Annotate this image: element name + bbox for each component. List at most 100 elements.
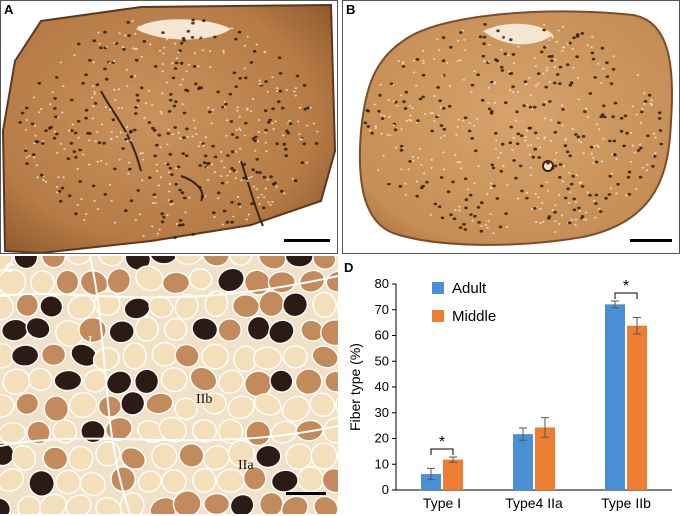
dark-fiber: [494, 58, 498, 62]
pale-fiber: [167, 199, 170, 201]
pale-fiber: [255, 188, 258, 191]
pale-fiber: [379, 83, 382, 86]
pale-fiber: [429, 213, 432, 216]
dark-fiber: [284, 147, 288, 151]
dark-fiber: [552, 81, 557, 85]
pale-fiber: [204, 136, 207, 139]
pale-fiber: [236, 106, 239, 109]
dark-fiber: [303, 107, 307, 111]
dark-fiber: [314, 142, 319, 145]
pale-fiber: [415, 84, 418, 87]
dark-fiber: [302, 142, 307, 146]
pale-fiber: [161, 63, 165, 66]
pale-fiber: [476, 117, 479, 120]
pale-fiber: [275, 185, 278, 188]
pale-fiber: [62, 85, 65, 88]
dark-fiber: [540, 50, 544, 54]
type-i-fiber: [255, 444, 282, 469]
dark-fiber: [580, 215, 585, 218]
dark-fiber: [122, 48, 126, 51]
dark-fiber: [151, 126, 155, 130]
pale-fiber: [554, 220, 557, 223]
pale-fiber: [387, 98, 390, 101]
dark-fiber: [155, 143, 159, 147]
dark-fiber: [127, 34, 131, 37]
pale-fiber: [543, 137, 546, 140]
dark-fiber: [266, 120, 271, 124]
dark-fiber: [293, 179, 298, 183]
dark-fiber: [244, 76, 248, 80]
pale-fiber: [489, 213, 492, 216]
pale-fiber: [119, 131, 123, 134]
dark-fiber: [558, 176, 562, 179]
connective-tissue-line: [0, 425, 338, 447]
dark-fiber: [452, 217, 457, 221]
pale-fiber: [246, 179, 249, 182]
dark-fiber: [173, 236, 177, 240]
pale-fiber: [159, 146, 162, 149]
pale-fiber: [652, 132, 656, 135]
dark-fiber: [278, 72, 283, 75]
dark-fiber: [583, 110, 587, 114]
pale-fiber: [545, 181, 548, 184]
pale-fiber: [193, 52, 196, 55]
pale-fiber: [586, 191, 589, 194]
pale-fiber: [199, 141, 202, 144]
dark-fiber: [651, 164, 655, 168]
pale-fiber: [468, 121, 471, 124]
pale-fiber: [113, 221, 117, 224]
dark-fiber: [18, 121, 23, 124]
pale-fiber: [380, 113, 383, 116]
dark-fiber: [518, 164, 523, 168]
pale-fiber: [285, 89, 288, 92]
scale-bar-b: [630, 239, 672, 242]
dark-fiber: [547, 217, 551, 220]
pale-fiber: [113, 41, 116, 44]
dark-fiber: [576, 135, 581, 139]
dark-fiber: [264, 128, 268, 132]
pale-fiber: [582, 152, 585, 155]
dark-fiber: [124, 137, 128, 141]
pale-fiber: [150, 103, 154, 106]
pale-fiber: [38, 111, 41, 114]
pale-fiber: [168, 182, 172, 185]
pale-fiber: [225, 134, 228, 137]
pale-fiber: [586, 44, 589, 46]
type-i-fiber: [53, 369, 83, 392]
pale-fiber: [495, 139, 498, 142]
connective-tissue-line: [89, 256, 131, 514]
dark-fiber: [608, 139, 612, 143]
dark-fiber: [604, 196, 608, 200]
dark-fiber: [111, 118, 116, 122]
pale-fiber: [456, 39, 460, 42]
dark-fiber: [295, 74, 300, 78]
dark-fiber: [436, 86, 440, 89]
type-iia-fiber: [323, 416, 338, 444]
dark-fiber: [533, 207, 537, 210]
pale-fiber: [293, 90, 296, 93]
pale-fiber: [488, 43, 491, 46]
pale-fiber: [529, 94, 533, 97]
dark-fiber: [440, 216, 445, 220]
type-iia-fiber: [65, 256, 93, 266]
dark-fiber: [103, 67, 107, 71]
dark-fiber: [92, 39, 97, 43]
dark-fiber: [463, 116, 468, 120]
pale-fiber: [557, 193, 561, 196]
pale-fiber: [654, 136, 657, 139]
dark-fiber: [536, 72, 541, 75]
dark-fiber: [168, 166, 173, 170]
dark-fiber: [53, 97, 57, 100]
dark-fiber: [557, 121, 561, 124]
pale-fiber: [162, 52, 165, 55]
pale-fiber: [217, 197, 220, 200]
dark-fiber: [230, 150, 235, 154]
pale-fiber: [454, 154, 457, 157]
pale-fiber: [168, 190, 171, 193]
pale-fiber: [174, 42, 177, 45]
dark-fiber: [470, 83, 475, 87]
pale-fiber: [462, 78, 465, 81]
type-iib-fiber: [258, 290, 285, 318]
type-iib-fiber: [26, 420, 51, 445]
y-tick-label: 50: [375, 353, 389, 368]
